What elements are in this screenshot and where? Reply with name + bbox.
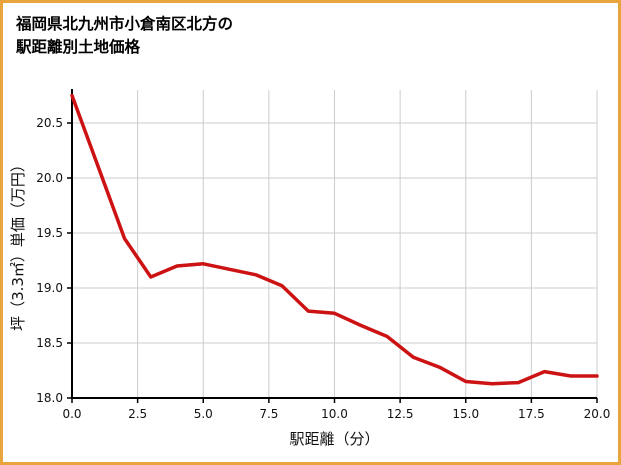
y-tick-label: 18.5	[36, 336, 63, 350]
y-tick-label: 19.0	[36, 281, 63, 295]
x-tick-label: 7.5	[259, 407, 278, 421]
x-tick-label: 12.5	[387, 407, 414, 421]
chart-title: 福岡県北九州市小倉南区北方の 駅距離別土地価格	[16, 13, 233, 60]
y-tick-label: 20.5	[36, 116, 63, 130]
x-tick-label: 5.0	[194, 407, 213, 421]
y-axis-label: 坪（3.3㎡）単価（万円）	[9, 157, 27, 331]
x-tick-label: 15.0	[452, 407, 479, 421]
y-tick-label: 19.5	[36, 226, 63, 240]
x-tick-label: 20.0	[584, 407, 611, 421]
x-tick-label: 17.5	[518, 407, 545, 421]
x-tick-label: 0.0	[62, 407, 81, 421]
chart-svg: 0.0 2.5 5.0 7.5 10.0 12.5 15.0 17.5 20.0 18.0 18.5…	[9, 89, 611, 448]
chart-title-line1: 福岡県北九州市小倉南区北方の	[16, 15, 234, 33]
price-line-series	[70, 93, 599, 386]
y-tick-label: 18.0	[36, 391, 63, 405]
chart-area: 0.0 2.5 5.0 7.5 10.0 12.5 15.0 17.5 20.0 18.0 18.5…	[3, 3, 618, 462]
chart-title-line2: 駅距離別土地価格	[16, 38, 141, 57]
x-axis-label: 駅距離（分）	[289, 430, 379, 448]
y-tick-label: 20.0	[36, 171, 63, 185]
x-tick-label: 2.5	[128, 407, 147, 421]
x-tick-label: 10.0	[321, 407, 348, 421]
